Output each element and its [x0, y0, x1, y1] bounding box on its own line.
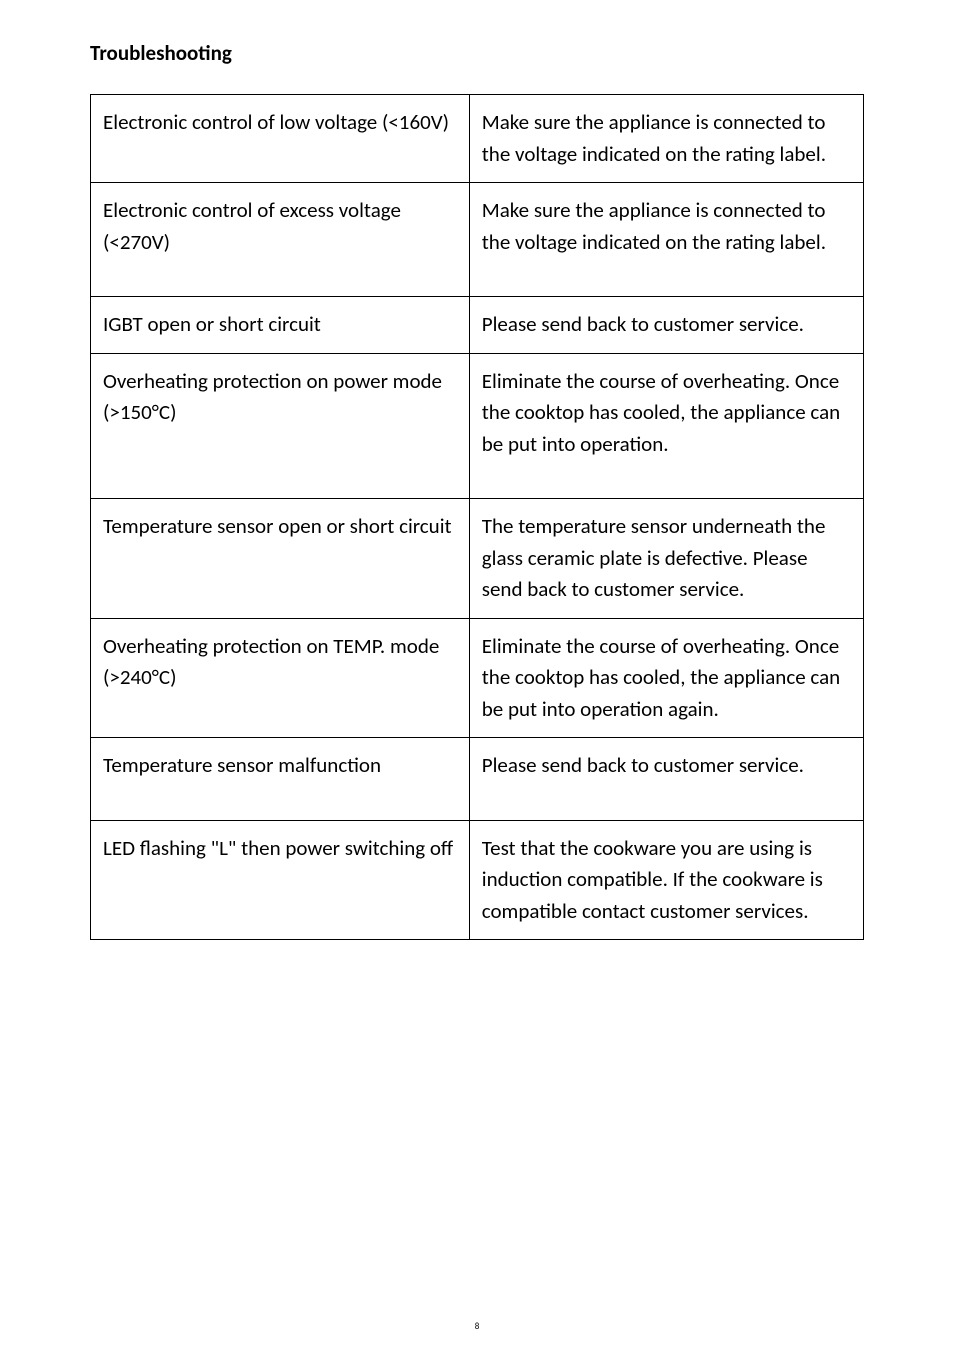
table-row: Overheating protection on TEMP. mode (>2…	[91, 618, 864, 738]
problem-cell: Electronic control of excess voltage (<2…	[91, 183, 470, 297]
problem-cell: Overheating protection on power mode (>1…	[91, 353, 470, 499]
problem-cell: LED flashing "L" then power switching of…	[91, 820, 470, 940]
problem-cell: IGBT open or short circuit	[91, 297, 470, 354]
table-row: IGBT open or short circuit Please send b…	[91, 297, 864, 354]
table-row: Electronic control of excess voltage (<2…	[91, 183, 864, 297]
table-row: LED flashing "L" then power switching of…	[91, 820, 864, 940]
solution-cell: Please send back to customer service.	[469, 738, 863, 821]
problem-cell: Overheating protection on TEMP. mode (>2…	[91, 618, 470, 738]
problem-cell: Temperature sensor open or short circuit	[91, 499, 470, 619]
problem-cell: Temperature sensor malfunction	[91, 738, 470, 821]
problem-cell: Electronic control of low voltage (<160V…	[91, 95, 470, 183]
solution-cell: Eliminate the course of overheating. Onc…	[469, 353, 863, 499]
solution-cell: Test that the cookware you are using is …	[469, 820, 863, 940]
solution-cell: The temperature sensor underneath the gl…	[469, 499, 863, 619]
solution-cell: Please send back to customer service.	[469, 297, 863, 354]
table-row: Temperature sensor open or short circuit…	[91, 499, 864, 619]
table-row: Overheating protection on power mode (>1…	[91, 353, 864, 499]
troubleshooting-table: Electronic control of low voltage (<160V…	[90, 94, 864, 940]
page-number: 8	[0, 1321, 954, 1332]
solution-cell: Eliminate the course of overheating. Onc…	[469, 618, 863, 738]
table-row: Electronic control of low voltage (<160V…	[91, 95, 864, 183]
document-page: Troubleshooting Electronic control of lo…	[0, 0, 954, 1354]
solution-cell: Make sure the appliance is connected to …	[469, 183, 863, 297]
table-row: Temperature sensor malfunction Please se…	[91, 738, 864, 821]
page-heading: Troubleshooting	[90, 40, 864, 66]
solution-cell: Make sure the appliance is connected to …	[469, 95, 863, 183]
